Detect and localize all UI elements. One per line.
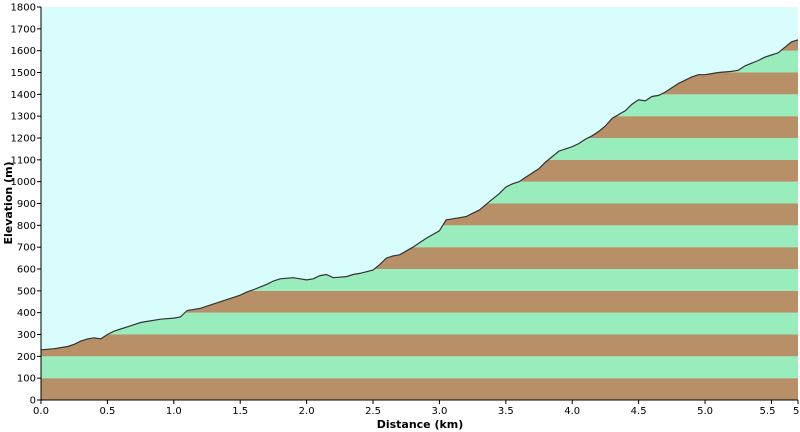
x-axis: 0.0 0.5 1.0 1.5 2.0 2.5 3.0 3.5 4.0 4.5 5.0 5.5 5.7 [33,400,800,417]
plot-area [40,7,799,401]
x-tick-label: 2.5 [365,406,381,417]
y-tick-label: 900 [17,199,36,210]
y-tick-label: 1700 [11,24,36,35]
x-tick-label: 3.0 [431,406,447,417]
x-tick-label: 2.0 [299,406,315,417]
x-tick-label: 4.5 [631,406,647,417]
x-tick-label: 5.5 [760,406,776,417]
x-tick-label: 0.0 [33,406,49,417]
y-tick-label: 1000 [11,177,36,188]
y-tick-label: 1500 [11,68,36,79]
x-tick-label: 3.5 [498,406,514,417]
y-tick-label: 1800 [11,3,36,14]
profile-line [40,39,799,351]
y-tick-label: 1300 [11,112,36,123]
x-tick-label: 5.7 [793,406,800,417]
x-tick-label: 4.0 [564,406,580,417]
x-tick-label: 1.0 [166,406,182,417]
y-tick-label: 500 [17,286,36,297]
elevation-band [41,334,798,357]
y-tick-label: 1100 [11,155,36,166]
y-tick-label: 1200 [11,134,36,145]
y-tick-label: 600 [17,265,36,276]
x-tick-label: 0.5 [99,406,115,417]
y-tick-label: 400 [17,308,36,319]
x-axis-title: Distance (km) [377,418,464,431]
y-tick-label: 0 [30,396,36,407]
y-tick-label: 800 [17,221,36,232]
y-tick-label: 1400 [11,90,36,101]
elevation-band [41,378,798,400]
y-tick-label: 100 [17,374,36,385]
elevation-band [41,312,798,335]
y-tick-label: 200 [17,352,36,363]
y-axis-title: Elevation (m) [2,161,15,244]
y-tick-label: 1600 [11,46,36,57]
y-tick-label: 300 [17,330,36,341]
x-tick-label: 5.0 [697,406,713,417]
x-tick-label: 1.5 [232,406,248,417]
y-tick-label: 700 [17,243,36,254]
elevation-band [41,356,798,379]
y-axis: 0 100 200 300 400 500 600 700 800 900 1000 1100 1200… [11,3,41,407]
